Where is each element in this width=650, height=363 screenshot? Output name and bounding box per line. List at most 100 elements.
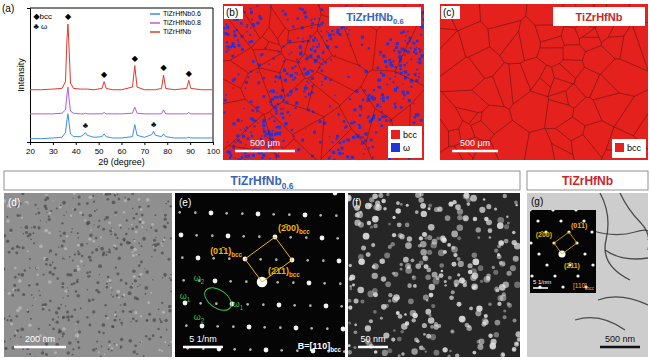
phase-speck [347, 34, 349, 36]
phase-speck [377, 79, 380, 82]
image-speck [95, 348, 97, 350]
precipitate [358, 258, 365, 265]
image-speck [77, 265, 79, 267]
phase-speck [321, 9, 323, 11]
image-speck [127, 198, 130, 201]
phase-speck [259, 17, 262, 20]
image-speck [35, 266, 38, 269]
phase-speck [232, 42, 235, 45]
phase-speck [342, 153, 344, 155]
image-speck [52, 328, 55, 331]
phase-speck [311, 27, 312, 28]
image-speck [98, 351, 100, 353]
image-speck [20, 273, 24, 277]
phase-speck [389, 38, 391, 40]
phase-speck [244, 128, 245, 129]
image-speck [72, 354, 74, 356]
phase-speck [359, 105, 362, 108]
diffraction-spot [554, 264, 555, 265]
diffraction-spot [561, 285, 564, 288]
precipitate [479, 207, 485, 213]
image-speck [75, 329, 77, 331]
image-speck [165, 203, 167, 205]
image-speck [119, 319, 121, 321]
image-speck [113, 247, 115, 249]
phase-speck [233, 122, 236, 125]
image-speck [133, 239, 134, 240]
image-speck [16, 315, 19, 318]
image-speck [133, 350, 136, 353]
image-speck [115, 267, 117, 269]
phase-speck [398, 57, 399, 58]
image-speck [130, 285, 133, 288]
legend-swatch [150, 31, 160, 33]
phase-speck [334, 95, 336, 97]
image-speck [145, 270, 149, 274]
phase-speck [327, 32, 328, 33]
diffraction-spot [323, 282, 326, 285]
precipitate [392, 272, 395, 275]
image-speck [100, 236, 102, 238]
phase-speck [352, 122, 354, 124]
phase-speck [333, 33, 335, 35]
phase-speck [380, 125, 382, 127]
image-speck [170, 291, 172, 293]
image-speck [92, 298, 95, 301]
image-speck [62, 241, 65, 244]
image-speck [105, 315, 107, 317]
diffraction-spot [539, 275, 540, 276]
image-speck [146, 319, 149, 322]
image-speck [55, 253, 57, 255]
precipitate [483, 198, 486, 201]
image-speck [75, 323, 77, 325]
phase-speck [361, 44, 363, 46]
image-speck [42, 304, 45, 307]
phase-speck [296, 73, 298, 75]
image-speck [77, 232, 79, 234]
panel-label: (a) [2, 3, 14, 14]
phase-speck [247, 24, 249, 26]
phase-speck [301, 139, 304, 142]
phase-speck [394, 88, 397, 91]
image-speck [132, 309, 133, 310]
phase-speck [241, 156, 244, 159]
phase-speck [421, 54, 424, 57]
precipitate [384, 253, 390, 259]
image-speck [123, 294, 126, 297]
plane-label-main: (01̄1) [210, 246, 231, 256]
frame-right [213, 8, 214, 142]
image-speck [11, 294, 14, 297]
phase-speck [385, 119, 387, 121]
diffraction-spot [309, 304, 312, 307]
diffraction-spot [288, 213, 291, 216]
diffraction-spot [530, 241, 533, 244]
phase-speck [375, 131, 377, 133]
phase-speck [319, 120, 322, 123]
phase-speck [299, 7, 301, 9]
precipitate [420, 203, 426, 209]
diffraction-spot [306, 259, 309, 262]
diffraction-spot [258, 235, 261, 238]
y-axis [27, 9, 31, 143]
image-speck [162, 277, 163, 278]
image-speck [49, 324, 51, 326]
image-speck [122, 310, 125, 313]
precipitate [503, 315, 507, 319]
precipitate [490, 344, 496, 350]
x-tick-label: 20 [26, 147, 35, 156]
image-speck [108, 221, 111, 224]
image-speck [167, 201, 169, 203]
image-speck [62, 316, 65, 319]
precipitate [418, 244, 422, 248]
image-speck [164, 218, 167, 221]
image-speck [126, 219, 128, 221]
precipitate [434, 350, 440, 356]
diffraction-spot [307, 281, 312, 286]
diffraction-spot [560, 210, 561, 211]
image-speck [72, 228, 73, 229]
precipitate [403, 257, 409, 263]
diffraction-spot [585, 275, 586, 276]
image-speck [131, 251, 133, 253]
phase-speck [361, 36, 364, 39]
diffraction-spot [303, 213, 308, 218]
